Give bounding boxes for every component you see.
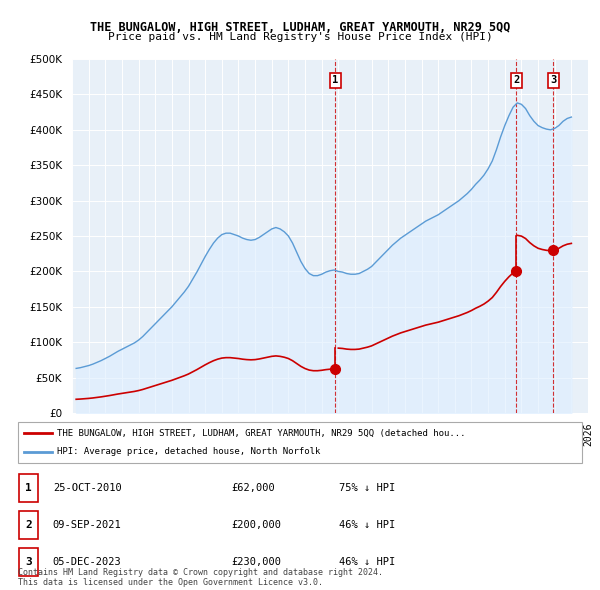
FancyBboxPatch shape <box>19 548 38 576</box>
Text: 1: 1 <box>332 76 338 85</box>
Text: THE BUNGALOW, HIGH STREET, LUDHAM, GREAT YARMOUTH, NR29 5QQ (detached hou...: THE BUNGALOW, HIGH STREET, LUDHAM, GREAT… <box>58 429 466 438</box>
Text: 09-SEP-2021: 09-SEP-2021 <box>53 520 122 530</box>
Text: 75% ↓ HPI: 75% ↓ HPI <box>339 483 395 493</box>
Text: 3: 3 <box>550 76 557 85</box>
Text: Price paid vs. HM Land Registry's House Price Index (HPI): Price paid vs. HM Land Registry's House … <box>107 32 493 42</box>
Text: £62,000: £62,000 <box>231 483 275 493</box>
Text: £230,000: £230,000 <box>231 557 281 567</box>
Text: 2: 2 <box>25 520 32 530</box>
Text: Contains HM Land Registry data © Crown copyright and database right 2024.
This d: Contains HM Land Registry data © Crown c… <box>18 568 383 587</box>
Text: 2: 2 <box>513 76 520 85</box>
Text: HPI: Average price, detached house, North Norfolk: HPI: Average price, detached house, Nort… <box>58 447 321 456</box>
Text: 25-OCT-2010: 25-OCT-2010 <box>53 483 122 493</box>
FancyBboxPatch shape <box>19 511 38 539</box>
Text: THE BUNGALOW, HIGH STREET, LUDHAM, GREAT YARMOUTH, NR29 5QQ: THE BUNGALOW, HIGH STREET, LUDHAM, GREAT… <box>90 21 510 34</box>
Text: £200,000: £200,000 <box>231 520 281 530</box>
Text: 3: 3 <box>25 557 32 567</box>
Text: 46% ↓ HPI: 46% ↓ HPI <box>339 520 395 530</box>
Text: 46% ↓ HPI: 46% ↓ HPI <box>339 557 395 567</box>
Text: 05-DEC-2023: 05-DEC-2023 <box>53 557 122 567</box>
Text: 1: 1 <box>25 483 32 493</box>
FancyBboxPatch shape <box>19 474 38 502</box>
FancyBboxPatch shape <box>18 422 582 463</box>
